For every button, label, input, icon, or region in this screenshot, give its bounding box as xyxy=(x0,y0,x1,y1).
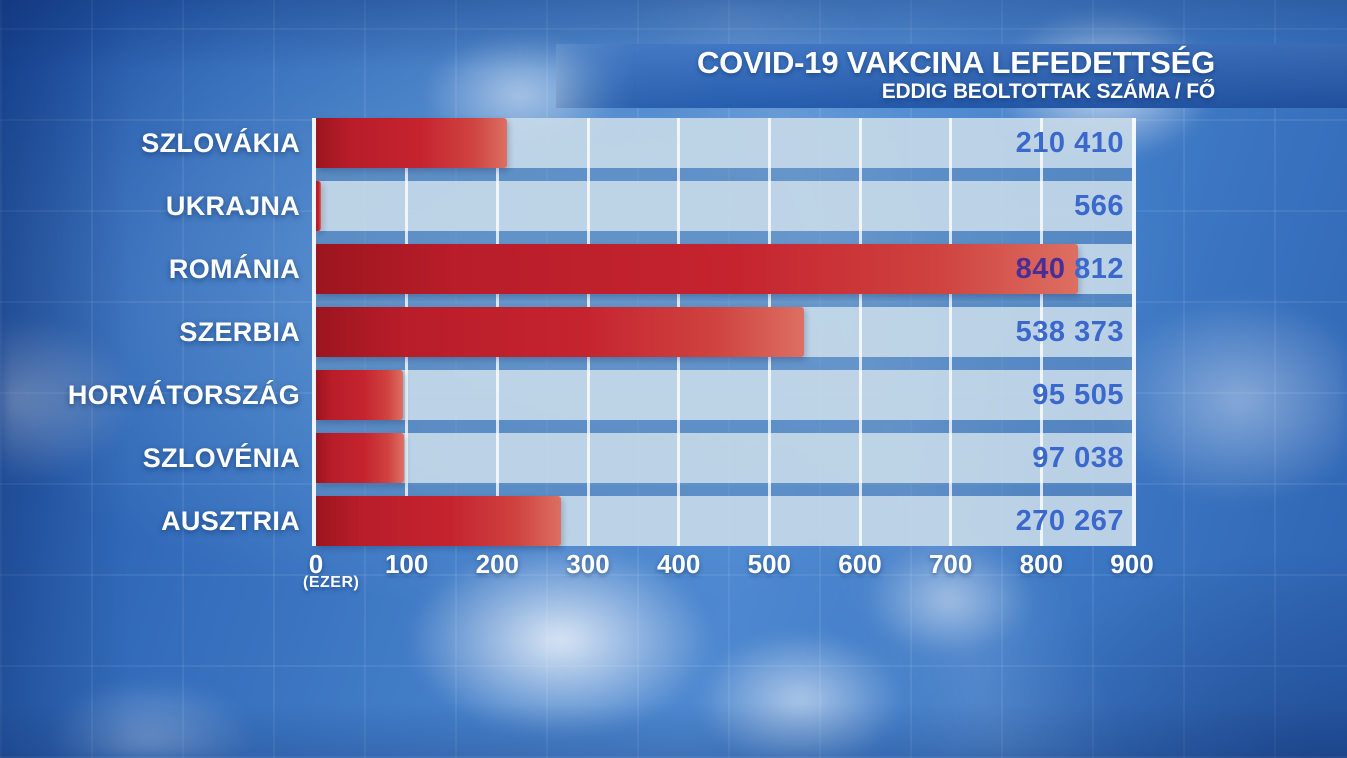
value-label-part: 270 267 xyxy=(1015,505,1124,537)
value-label: 210 410 xyxy=(1016,118,1124,168)
category-label: SZERBIA xyxy=(179,317,300,347)
value-label: 95 505 xyxy=(1032,370,1124,420)
value-label: 840 812 xyxy=(1016,244,1124,294)
category-label: HORVÁTORSZÁG xyxy=(67,380,300,410)
x-tick-label: 0 xyxy=(308,549,324,579)
bar xyxy=(316,181,321,231)
bar xyxy=(316,370,403,420)
x-tick-label: 100 xyxy=(384,549,429,579)
bar xyxy=(316,244,1079,294)
gridline xyxy=(858,118,862,546)
category-label: UKRAJNA xyxy=(165,191,300,221)
category-label: ROMÁNIA xyxy=(168,254,300,284)
value-label-part: 566 xyxy=(1074,190,1124,222)
y-axis-line xyxy=(312,118,316,546)
value-label-part: 97 038 xyxy=(1032,442,1124,474)
row-band xyxy=(316,370,1132,420)
plot-right-border xyxy=(1132,118,1136,546)
value-label-part: 812 xyxy=(1065,253,1124,285)
x-tick-label: 900 xyxy=(1110,549,1154,579)
chart-title: COVID-19 VAKCINA LEFEDETTSÉG xyxy=(696,45,1215,80)
bar xyxy=(316,433,404,483)
gridline xyxy=(949,118,953,546)
category-label: AUSZTRIA xyxy=(161,506,300,536)
axis-unit-label: (EZER) xyxy=(303,574,360,591)
x-tick-label: 300 xyxy=(566,549,610,579)
x-tick-label: 200 xyxy=(475,549,520,579)
bar xyxy=(316,118,507,168)
category-labels: SZLOVÁKIA UKRAJNA ROMÁNIA SZERBIA HORVÁTORSZ… xyxy=(0,118,300,546)
x-axis: 0 100 200 300 400 500 600 700 800 900 xyxy=(309,549,1154,581)
x-tick-label: 500 xyxy=(747,549,792,579)
x-tick-label: 600 xyxy=(838,549,882,579)
chart-subtitle: EDDIG BEOLTOTTAK SZÁMA / FŐ xyxy=(881,80,1216,103)
plot-area: 210 410 566 840 812 538 373 95 505 97 038 270 … xyxy=(312,118,1136,546)
value-label: 97 038 xyxy=(1032,433,1124,483)
value-label-part: 95 505 xyxy=(1032,379,1124,411)
x-tick-label: 800 xyxy=(1019,549,1064,579)
x-tick-label: 700 xyxy=(928,549,973,579)
row-band xyxy=(316,433,1132,483)
title-band: COVID-19 VAKCINA LEFEDETTSÉG EDDIG BEOLT… xyxy=(556,44,1347,108)
row-band xyxy=(316,181,1132,231)
bar xyxy=(316,496,562,546)
value-label-part: 210 410 xyxy=(1015,127,1124,159)
value-label-part: 840 xyxy=(1015,253,1066,285)
value-label-part: 538 373 xyxy=(1015,316,1124,348)
value-label: 566 xyxy=(1074,181,1124,231)
bar xyxy=(316,307,805,357)
plot-background: 210 410 566 840 812 538 373 95 505 97 038 270 … xyxy=(316,118,1132,546)
value-label: 538 373 xyxy=(1016,307,1124,357)
category-label: SZLOVÉNIA xyxy=(142,443,300,473)
x-tick-label: 400 xyxy=(656,549,701,579)
value-label: 270 267 xyxy=(1016,496,1124,546)
category-label: SZLOVÁKIA xyxy=(141,128,300,158)
